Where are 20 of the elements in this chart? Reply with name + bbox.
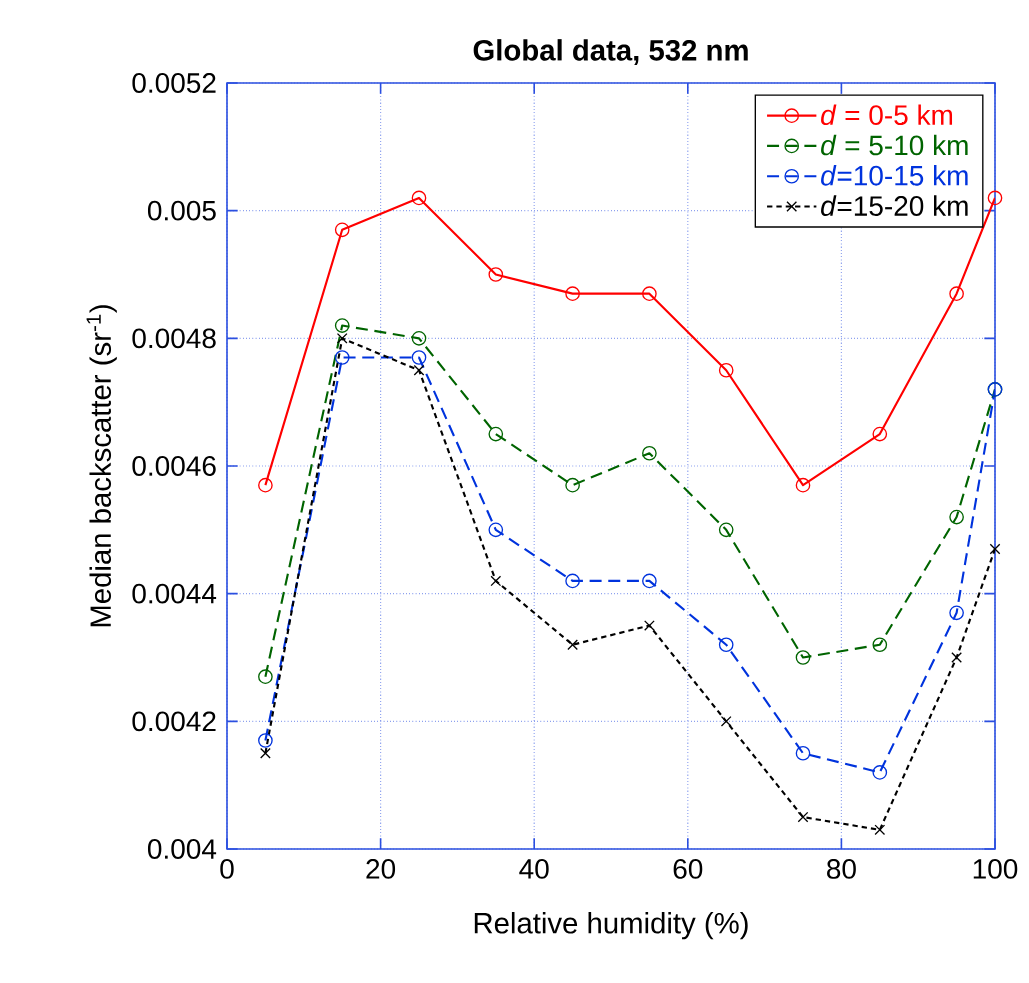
- x-tick-label: 80: [827, 859, 856, 879]
- x-tick-label: 20: [366, 859, 396, 879]
- y-tick-label: 0.0052: [132, 73, 216, 93]
- y-tick-label: 0.005: [147, 200, 216, 221]
- x-tick-label: 0: [220, 859, 234, 879]
- y-tick-label: 0.0046: [132, 456, 216, 476]
- x-tick-label: 100: [973, 859, 1018, 879]
- legend-label: d=15-20 km: [821, 195, 968, 216]
- x-tick-label: 60: [673, 859, 703, 879]
- y-tick-label: 0.0042: [132, 711, 216, 732]
- chart-title: Global data, 532 nm: [473, 39, 748, 65]
- legend-label: d = 0-5 km: [821, 104, 953, 126]
- y-axis-title: Median backscatter (sr$^{-1}$): [86, 305, 117, 627]
- y-tick-label: 0.0044: [132, 583, 217, 604]
- legend-label: d=10-15 km: [821, 165, 968, 186]
- legend-label: d = 5-10 km: [821, 134, 968, 156]
- x-tick-label: 40: [519, 859, 549, 879]
- x-axis-title: Relative humidity (%): [474, 912, 748, 940]
- y-tick-label: 0.004: [147, 839, 217, 859]
- y-tick-label: 0.0048: [132, 328, 216, 349]
